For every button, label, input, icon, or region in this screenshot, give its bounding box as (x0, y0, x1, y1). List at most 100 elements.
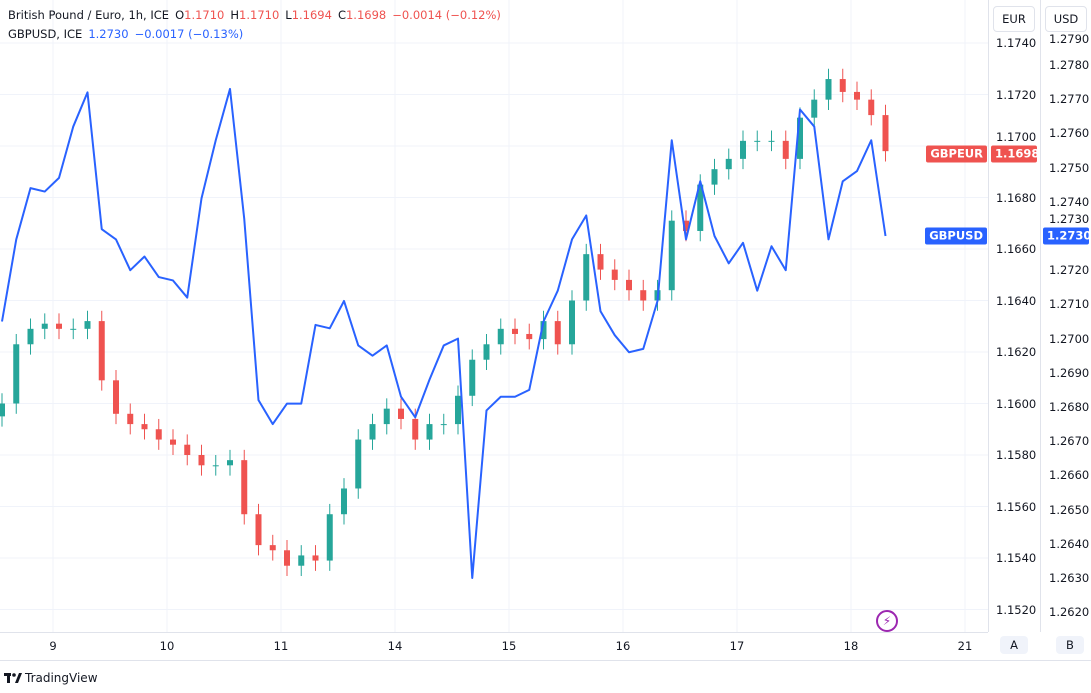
candle-body (882, 115, 889, 152)
candle-body (13, 344, 20, 404)
candle-body (811, 99, 818, 118)
eur-axis-tick: 1.1580 (996, 448, 1037, 462)
tradingview-logo[interactable]: TradingView (4, 671, 98, 685)
compare-change: −0.0017 (−0.13%) (134, 27, 244, 41)
eur-axis-tick: 1.1620 (996, 345, 1037, 359)
candle (269, 534, 276, 561)
candle (740, 130, 746, 170)
candle-body (241, 460, 248, 515)
candle (398, 398, 404, 430)
usd-axis-tick: 1.2700 (1049, 331, 1090, 346)
candle-body (554, 321, 561, 345)
candle (825, 68, 832, 110)
candle (284, 539, 290, 577)
candle (854, 81, 860, 110)
candle (298, 545, 305, 577)
candle (255, 503, 262, 556)
usd-price-axis[interactable]: 1.2790 1.2780 1.2770 1.2760 1.2750 1.2740 1.27… (1040, 0, 1091, 632)
candle (469, 349, 476, 407)
candle-body (426, 424, 433, 440)
candle-body (440, 424, 447, 426)
candle-body (170, 439, 176, 445)
time-axis-tick: 21 (957, 639, 973, 653)
candle (56, 313, 62, 340)
gbpeur-price-badge: 1.1698 (991, 145, 1039, 163)
usd-scale-button[interactable]: USD (1045, 6, 1087, 32)
candle (41, 313, 48, 340)
time-axis-tick: 10 (159, 639, 175, 653)
candle-body (341, 488, 347, 515)
candle (483, 333, 490, 371)
price-chart[interactable] (0, 0, 988, 632)
candle-body (768, 140, 775, 142)
auto-scale-a-button[interactable]: A (1000, 636, 1028, 654)
high-label: H (230, 8, 240, 22)
candle-body (868, 99, 875, 116)
close-label: C (337, 8, 346, 22)
candle-body (455, 395, 461, 425)
candle-body (740, 140, 746, 159)
candle (141, 413, 148, 440)
candle (882, 104, 889, 162)
eur-price-axis[interactable]: 1.1740 1.1720 1.1700 1.1680 1.1660 1.1640 1.16… (988, 0, 1041, 632)
candle (113, 370, 119, 425)
candle-body (540, 321, 547, 340)
time-axis[interactable]: 9 10 11 14 15 16 17 18 21 (0, 632, 988, 658)
candle-body (640, 290, 647, 301)
gbpusd-line (1, 87, 887, 579)
candle (241, 449, 248, 525)
candle (383, 398, 390, 435)
candle-body (683, 220, 689, 231)
candle-body (369, 424, 376, 440)
candle (440, 413, 447, 435)
candle-body (141, 424, 148, 430)
candle-body (127, 413, 134, 425)
time-axis-tick: 18 (843, 639, 859, 653)
usd-axis-tick: 1.2790 (1049, 32, 1090, 46)
candle (611, 259, 618, 291)
candle-body (497, 328, 504, 345)
gbpusd-series-label: GBPUSD (925, 227, 987, 245)
candle-body (113, 380, 119, 414)
auto-scale-b-button[interactable]: B (1056, 636, 1084, 654)
close-value: 1.1698 (345, 8, 387, 22)
candle (13, 333, 20, 414)
candle-body (512, 328, 518, 334)
candle (569, 290, 575, 355)
candle (227, 449, 233, 476)
usd-axis-tick: 1.2730 (1049, 212, 1090, 226)
eur-axis-tick: 1.1640 (996, 293, 1037, 308)
time-axis-tick: 14 (387, 639, 403, 653)
lightning-icon[interactable]: ⚡ (876, 610, 898, 632)
candle-body (326, 514, 333, 561)
candle-body (198, 455, 205, 466)
candle-body (0, 403, 5, 417)
candle (0, 393, 5, 427)
candle (583, 243, 590, 311)
candle (170, 429, 176, 455)
usd-axis-tick: 1.2780 (1049, 58, 1090, 72)
usd-axis-tick: 1.2630 (1049, 571, 1090, 585)
gbpeur-candles (0, 68, 889, 577)
candle-body (41, 323, 48, 329)
candle-body (298, 555, 305, 566)
candle (127, 403, 134, 435)
brand-name: TradingView (25, 671, 98, 685)
candle (184, 434, 191, 466)
change-value: −0.0014 (−0.12%) (392, 8, 501, 22)
compare-title[interactable]: GBPUSD, ICE (8, 27, 83, 41)
eur-scale-button[interactable]: EUR (993, 6, 1035, 32)
candle-body (526, 333, 533, 340)
candle (426, 413, 433, 450)
high-value: 1.1710 (239, 8, 280, 22)
candle (369, 413, 376, 450)
candle (155, 418, 162, 450)
candle (839, 68, 846, 103)
candle (554, 310, 561, 355)
symbol-title[interactable]: British Pound / Euro, 1h, ICE (8, 8, 170, 22)
candle (526, 323, 533, 350)
usd-axis-tick: 1.2740 (1049, 194, 1090, 209)
eur-axis-tick: 1.1600 (996, 396, 1037, 411)
time-axis-tick: 9 (49, 639, 57, 653)
candle-body (355, 439, 362, 489)
